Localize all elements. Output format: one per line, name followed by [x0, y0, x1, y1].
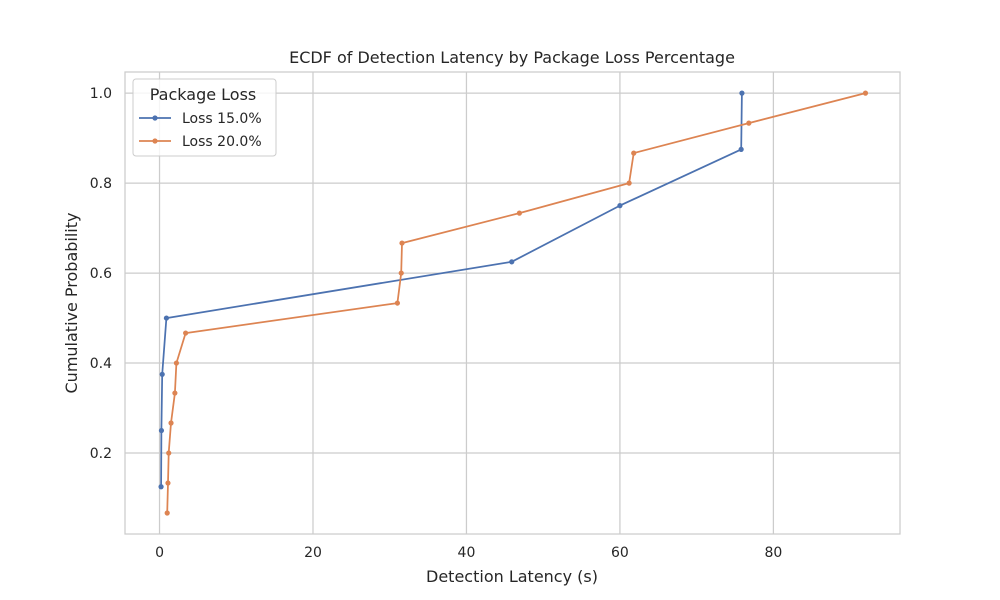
legend-marker-1 — [152, 115, 158, 121]
series-2-point — [394, 300, 401, 306]
series-2-point — [631, 150, 637, 156]
series-2-point — [746, 120, 752, 126]
legend-label-1: Loss 15.0% — [182, 111, 262, 127]
y-axis-title: Cumulative Probability — [62, 213, 81, 394]
legend-label-2: Loss 20.0% — [182, 134, 262, 150]
series-2-point — [862, 90, 869, 96]
x-tick-label: 0 — [155, 545, 164, 561]
legend-title: Package Loss — [150, 85, 257, 104]
series-1-point — [739, 90, 745, 96]
legend: Package Loss Loss 15.0% Loss 20.0% — [132, 78, 277, 157]
x-tick-label: 60 — [611, 545, 629, 561]
x-tick-label: 80 — [764, 545, 782, 561]
legend-box — [132, 78, 277, 157]
series-2-point — [164, 510, 170, 516]
y-tick-label: 0.2 — [90, 446, 112, 462]
x-axis-title: Detection Latency (s) — [426, 567, 598, 586]
series-2-point — [168, 420, 174, 426]
x-tick-label: 40 — [458, 545, 476, 561]
series-2-point — [166, 450, 172, 456]
chart-title: ECDF of Detection Latency by Package Los… — [289, 48, 735, 67]
series-2-point — [165, 480, 171, 486]
plot-area-frame — [124, 71, 901, 535]
legend-marker-2 — [152, 138, 158, 144]
y-tick-label: 0.8 — [90, 176, 112, 192]
series-lines — [158, 90, 869, 516]
series-1-point — [159, 371, 165, 377]
series-1-point — [509, 259, 515, 265]
y-tick-label: 1.0 — [90, 86, 112, 102]
series-2-point — [516, 210, 523, 216]
series-line-1 — [160, 93, 743, 487]
series-2-point — [183, 330, 189, 336]
series-1-point — [163, 315, 170, 321]
series-2-point — [398, 270, 404, 276]
y-tick-label: 0.6 — [90, 266, 112, 282]
x-tick-label: 20 — [304, 545, 322, 561]
series-2-point — [399, 240, 405, 246]
tick-labels: 0 20 40 60 80 0.2 0.4 0.6 0.8 1.0 — [90, 86, 783, 561]
series-1-point — [158, 427, 165, 434]
series-2-point — [626, 180, 632, 186]
series-2-point — [173, 360, 180, 366]
grid — [125, 72, 900, 534]
y-tick-label: 0.4 — [90, 356, 112, 372]
series-1-point — [617, 203, 623, 209]
series-1-point — [738, 146, 744, 152]
series-2-point — [172, 390, 178, 396]
series-1-point — [158, 484, 164, 490]
